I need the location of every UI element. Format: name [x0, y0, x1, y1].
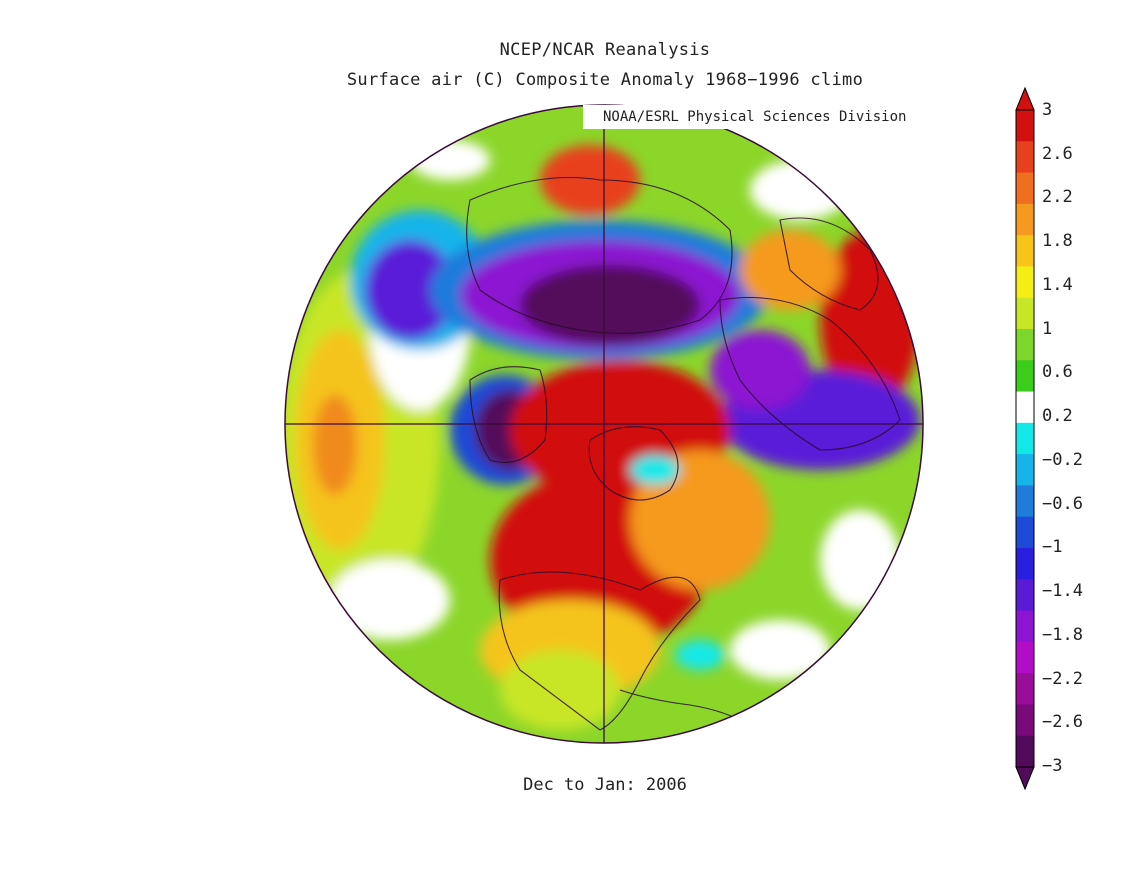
- colorbar-tick-label: −3: [1042, 756, 1063, 776]
- colorbar-swatch: [1016, 203, 1034, 236]
- colorbar-tick-label: −0.2: [1042, 449, 1083, 470]
- colorbar-swatch: [1016, 610, 1034, 643]
- colorbar-swatch: [1016, 266, 1034, 299]
- colorbar-tick-label: 2.2: [1042, 187, 1073, 208]
- period-label: Dec to Jan: 2006: [523, 775, 687, 795]
- colorbar-tick-label: 1.8: [1042, 231, 1073, 252]
- colorbar-tick-label: −1.4: [1042, 581, 1083, 602]
- colorbar-swatch: [1016, 141, 1034, 174]
- colorbar-swatch: [1016, 485, 1034, 518]
- colorbar-swatch: [1016, 548, 1034, 580]
- colorbar-swatch: [1016, 454, 1034, 486]
- map-title: NCEP/NCAR Reanalysis: [499, 40, 711, 60]
- colorbar-max-arrow: [1015, 86, 1035, 111]
- credit-label: NOAA/ESRL Physical Sciences Division: [583, 105, 923, 129]
- colorbar-swatch: [1016, 516, 1034, 549]
- colorbar-tick-label: 3: [1042, 100, 1053, 120]
- colorbar-swatch: [1016, 422, 1034, 455]
- colorbar-swatch: [1016, 110, 1034, 142]
- colorbar-swatch: [1016, 329, 1034, 361]
- colorbar-tick-label: 0.6: [1042, 362, 1073, 383]
- colorbar-swatch: [1016, 704, 1034, 737]
- colorbar-swatch: [1016, 735, 1034, 768]
- colorbar-swatch: [1016, 579, 1034, 612]
- colorbar-tick-label: −2.2: [1042, 668, 1083, 689]
- colorbar-tick-label: 1: [1042, 318, 1053, 339]
- colorbar-swatch: [1016, 673, 1034, 705]
- map-subtitle: Surface air (C) Composite Anomaly 1968−1…: [346, 70, 864, 90]
- colorbar-swatch: [1016, 360, 1034, 393]
- colorbar-tick-label: 1.4: [1042, 274, 1073, 295]
- colorbar-tick-label: −1.8: [1042, 624, 1083, 645]
- colorbar-swatch: [1016, 391, 1034, 424]
- colorbar-swatch: [1016, 235, 1034, 267]
- colorbar-tick-label: −1: [1042, 537, 1063, 558]
- colorbar-tick-label: −2.6: [1042, 712, 1083, 733]
- colorbar-swatch: [1016, 641, 1034, 674]
- colorbar-tick-label: 2.6: [1042, 143, 1073, 164]
- colorbar-tick-label: −0.6: [1042, 493, 1083, 514]
- colorbar-tick-label: 0.2: [1042, 406, 1073, 427]
- colorbar-min-arrow: [1015, 766, 1035, 791]
- colorbar-swatch: [1016, 297, 1034, 330]
- colorbar-swatch: [1016, 172, 1034, 205]
